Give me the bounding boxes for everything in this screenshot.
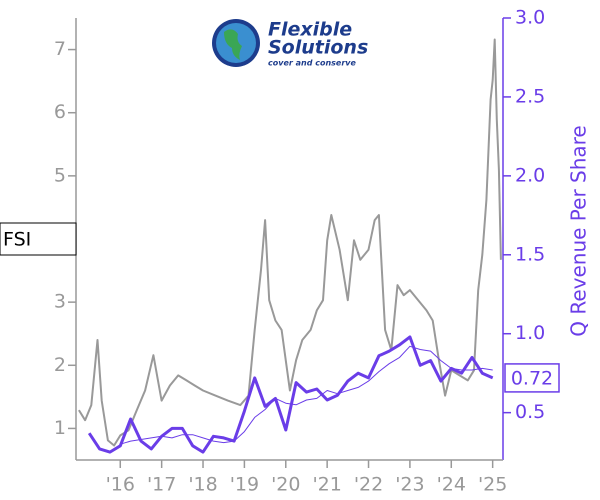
y2-axis-label: Q Revenue Per Share (567, 125, 591, 337)
x-tick-label: '24 (437, 474, 466, 496)
logo-line2: Solutions (268, 37, 368, 59)
y2-tick-label: 1.5 (515, 243, 545, 265)
x-tick-label: '20 (271, 474, 300, 496)
data-line (120, 345, 493, 445)
y-tick-label: 3 (54, 291, 66, 313)
y2-tick-label: 2.0 (515, 164, 545, 186)
y2-tick-label: 2.5 (515, 85, 545, 107)
y-tick-label: 1 (54, 417, 66, 439)
y-tick-label: 2 (54, 354, 66, 376)
y2-tick-label: 1.0 (515, 322, 545, 344)
logo-line1: Flexible (268, 19, 352, 41)
logo-tagline: cover and conserve (268, 59, 356, 68)
value-label: 0.72 (511, 367, 553, 389)
y-tick-label: 7 (54, 38, 66, 60)
y-tick-label: 5 (54, 164, 66, 186)
y2-tick-label: 0.5 (515, 401, 545, 423)
data-line (78, 38, 502, 447)
x-tick-label: '25 (478, 474, 507, 496)
value-label-box (504, 363, 560, 393)
logo-land (224, 29, 242, 60)
x-tick-label: '21 (312, 474, 341, 496)
data-line (87, 335, 494, 454)
x-tick-label: '23 (395, 474, 424, 496)
x-tick-label: '17 (147, 474, 176, 496)
x-tick-label: '18 (188, 474, 217, 496)
ticker-label: FSI (3, 229, 31, 251)
x-tick-label: '16 (106, 474, 135, 496)
y-tick-label: 6 (54, 101, 66, 123)
x-tick-label: '22 (354, 474, 383, 496)
ticker-box (0, 222, 77, 256)
logo: Flexible Solutions cover and conserve (212, 19, 368, 68)
y2-tick-label: 3.0 (515, 7, 545, 29)
x-tick-label: '19 (230, 474, 259, 496)
